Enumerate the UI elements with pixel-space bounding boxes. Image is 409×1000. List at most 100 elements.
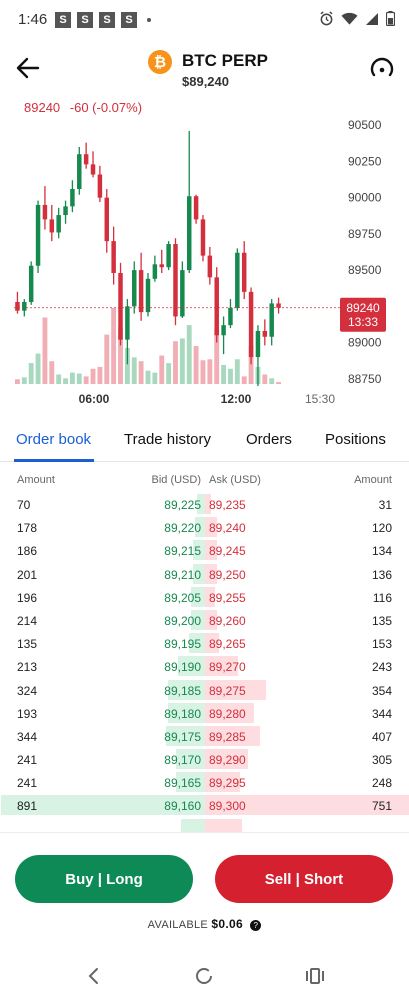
bid-depth-bar (176, 749, 205, 770)
more-notifications-icon (147, 18, 151, 22)
x-tick-label: 15:30 (305, 392, 335, 406)
chart-change: -60 (-0.07%) (69, 100, 143, 115)
tab-order-book[interactable]: Order book (16, 431, 92, 448)
ask-price: 89,245 (209, 544, 246, 559)
order-book-row[interactable]: 135 89,195 89,265 153 (0, 631, 409, 654)
order-book-row[interactable] (0, 817, 409, 832)
gauge-icon[interactable] (369, 56, 395, 82)
order-book-row[interactable]: 241 89,170 89,290 305 (0, 747, 409, 770)
candle-body (159, 264, 164, 268)
ask-amount: 248 (371, 776, 392, 791)
bid-depth-bar (178, 656, 205, 677)
candle-body (132, 270, 137, 307)
recents-icon[interactable] (303, 964, 327, 988)
buy-long-button[interactable]: Buy | Long (15, 855, 193, 903)
volume-bar (15, 379, 20, 384)
volume-bar (207, 359, 213, 384)
home-icon[interactable] (192, 964, 216, 988)
candle-body (269, 303, 274, 337)
volume-bar (228, 368, 233, 384)
ask-amount: 135 (371, 613, 392, 628)
candle-body (97, 174, 103, 198)
price-chart[interactable]: 89240 -60 (-0.07%) 90500 90250 90000 89750 8… (0, 96, 409, 414)
order-book-row[interactable]: 70 89,225 89,235 31 (0, 492, 409, 515)
candle-body (63, 206, 68, 216)
y-tick-label: 89000 (348, 336, 382, 350)
system-nav-bar (0, 950, 409, 1000)
ask-depth-bar (205, 772, 240, 793)
ask-amount: 407 (371, 729, 392, 744)
ask-header: Ask (USD) (209, 474, 261, 486)
candle-body (56, 215, 61, 233)
order-book-row[interactable]: 186 89,215 89,245 134 (0, 538, 409, 561)
chart-info: 89240 -60 (-0.07%) (24, 100, 148, 115)
order-book-row[interactable]: 324 89,185 89,275 354 (0, 678, 409, 701)
volume-bar (63, 378, 68, 384)
ask-depth-bar (205, 795, 409, 816)
y-tick-label: 90000 (348, 191, 382, 205)
order-book-row[interactable]: 214 89,200 89,260 135 (0, 608, 409, 631)
order-book-row[interactable]: 196 89,205 89,255 116 (0, 585, 409, 608)
volume-bar (35, 353, 41, 384)
volume-bar (138, 361, 144, 384)
candle-body (49, 219, 55, 233)
header: ₿ BTC PERP $89,240 (0, 42, 409, 96)
candle-body (276, 303, 281, 308)
bid-price: 89,160 (164, 799, 201, 814)
y-tick-label: 89500 (348, 263, 382, 277)
volume-bar (234, 359, 240, 384)
notification-icons: S S S S (55, 12, 151, 28)
amount-left-header: Amount (17, 474, 55, 486)
order-book-row[interactable]: 241 89,165 89,295 248 (0, 770, 409, 793)
candle-body (70, 188, 75, 207)
y-tick-label: 90250 (348, 154, 382, 168)
volume-bar (131, 357, 137, 384)
trade-actions: Buy | Long Sell | Short AVAILABLE $0.06 … (0, 832, 409, 942)
bid-amount: 178 (17, 521, 38, 536)
bid-amount: 196 (17, 590, 38, 605)
order-book-row[interactable]: 201 89,210 89,250 136 (0, 562, 409, 585)
help-icon[interactable]: ? (250, 919, 262, 931)
tab-trade-history[interactable]: Trade history (124, 431, 211, 448)
candle-body (28, 265, 34, 302)
alarm-icon (320, 11, 333, 26)
bid-amount: 344 (17, 729, 38, 744)
ask-price: 89,240 (209, 521, 246, 536)
x-tick-label: 06:00 (79, 392, 110, 406)
order-book-row[interactable]: 891 89,160 89,300 751 (0, 793, 409, 816)
volume-bar (262, 374, 268, 384)
volume-bar (269, 378, 275, 384)
order-book-row[interactable]: 213 89,190 89,270 243 (0, 654, 409, 677)
sell-short-button[interactable]: Sell | Short (215, 855, 393, 903)
candle-body (111, 241, 116, 274)
volume-bar (90, 368, 96, 384)
back-arrow-icon[interactable] (14, 54, 42, 82)
bid-depth-bar (190, 609, 205, 630)
candle-body (193, 196, 199, 220)
back-icon[interactable] (82, 964, 106, 988)
y-tick-label: 90500 (348, 118, 382, 132)
volume-bar (179, 338, 185, 384)
ask-depth-bar (205, 586, 216, 607)
bid-price: 89,210 (164, 567, 201, 582)
bid-amount: 70 (17, 498, 31, 512)
order-book-row[interactable]: 193 89,180 89,280 344 (0, 701, 409, 724)
tab-positions[interactable]: Positions (325, 431, 386, 448)
tab-orders[interactable]: Orders (246, 431, 292, 448)
order-book-row[interactable]: 344 89,175 89,285 407 (0, 724, 409, 747)
ask-amount: 116 (372, 590, 392, 605)
bid-depth-bar (168, 679, 205, 700)
bid-price: 89,190 (164, 660, 201, 675)
volume-bar (186, 325, 192, 384)
candle-body (186, 196, 192, 271)
candle-body (152, 264, 158, 279)
candle-body (83, 154, 89, 165)
volume-bar (221, 365, 227, 384)
bid-depth-bar (168, 702, 205, 723)
order-book-row[interactable]: 178 89,220 89,240 120 (0, 515, 409, 538)
bid-amount: 186 (17, 544, 38, 559)
ask-depth-bar (205, 540, 218, 561)
bid-price: 89,175 (164, 729, 201, 744)
volume-bar (248, 346, 254, 384)
bid-price: 89,220 (164, 521, 201, 536)
